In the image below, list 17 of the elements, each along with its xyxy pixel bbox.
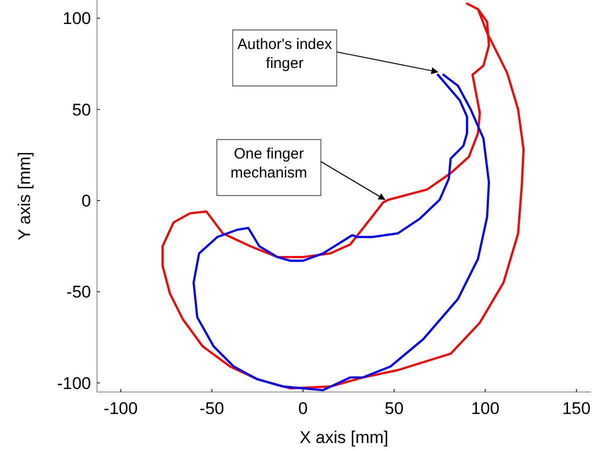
y-tick-label: 50 <box>72 100 91 120</box>
y-axis-title: Y axis [mm] <box>15 152 34 240</box>
x-tick-label: 50 <box>384 399 404 418</box>
line-series <box>192 74 490 392</box>
x-tick-label: -50 <box>200 399 224 418</box>
x-tick-label: 100 <box>471 399 500 418</box>
x-tick-label: 0 <box>298 399 308 418</box>
y-tick-label: 0 <box>82 192 91 211</box>
line-series <box>162 2 525 390</box>
y-tick-label: 100 <box>62 9 91 28</box>
y-tick-label: -100 <box>56 374 91 393</box>
y-tick-label: -50 <box>66 282 91 302</box>
x-tick-label: -100 <box>104 399 138 418</box>
x-axis-title: X axis [mm] <box>300 428 388 447</box>
annotation: Author's index finger <box>237 36 332 72</box>
annotation: One finger mechanism <box>230 146 308 182</box>
x-tick-label: 150 <box>562 399 591 418</box>
